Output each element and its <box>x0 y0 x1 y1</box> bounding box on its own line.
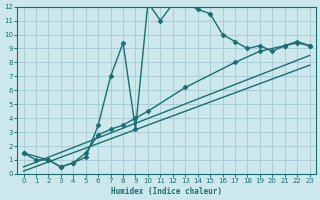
X-axis label: Humidex (Indice chaleur): Humidex (Indice chaleur) <box>111 187 222 196</box>
